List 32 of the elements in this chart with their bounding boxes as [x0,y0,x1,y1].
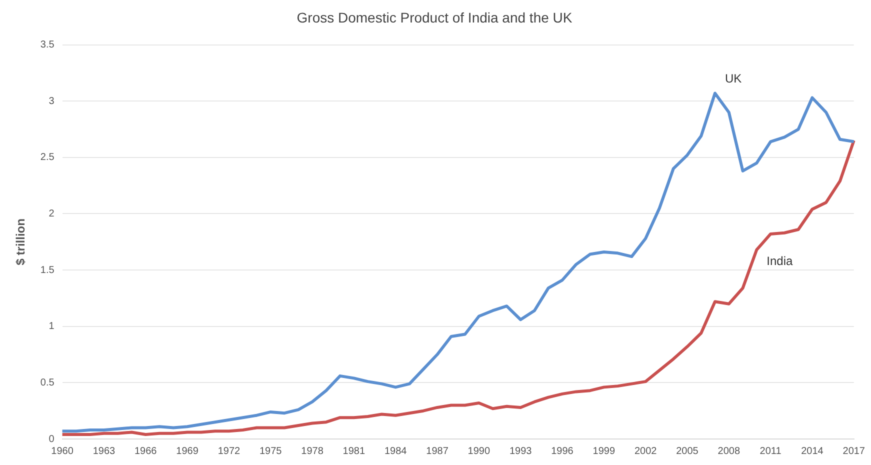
x-tick-label: 2017 [842,446,866,457]
x-tick-label: 1966 [134,446,158,457]
x-tick-label: 1972 [218,446,241,457]
x-tick-label: 1981 [342,446,366,457]
x-tick-label: 1990 [468,446,490,457]
x-tick-label: 1963 [92,446,116,457]
y-axis-title: $ trillion [14,218,28,266]
x-tick-label: 2014 [801,446,824,457]
y-tick-label: 1 [48,321,55,332]
x-tick-label: 1975 [259,446,282,457]
x-tick-label: 2005 [676,446,699,457]
x-tick-label: 1960 [51,446,74,457]
x-tick-label: 1999 [592,446,616,457]
y-tick-label: 2 [48,208,55,220]
chart-title: Gross Domestic Product of India and the UK [296,9,573,26]
y-tick-label: 2.5 [40,152,55,164]
x-tick-label: 2011 [760,446,782,457]
y-tick-label: 0.5 [40,377,55,388]
series-label: India [766,254,794,268]
x-tick-label: 1984 [384,446,408,457]
x-tick-label: 1978 [301,446,324,457]
x-tick-label: 1987 [426,446,449,457]
y-tick-label: 3.5 [40,40,55,51]
y-tick-label: 0 [48,434,55,445]
x-tick-label: 2002 [634,446,658,457]
x-tick-label: 1996 [551,446,574,457]
x-tick-label: 1993 [509,446,532,457]
y-tick-label: 1.5 [40,264,55,276]
y-tick-label: 3 [48,96,55,107]
x-tick-label: 2008 [718,446,740,457]
series-label: UK [725,72,742,86]
x-tick-label: 1969 [176,446,199,457]
